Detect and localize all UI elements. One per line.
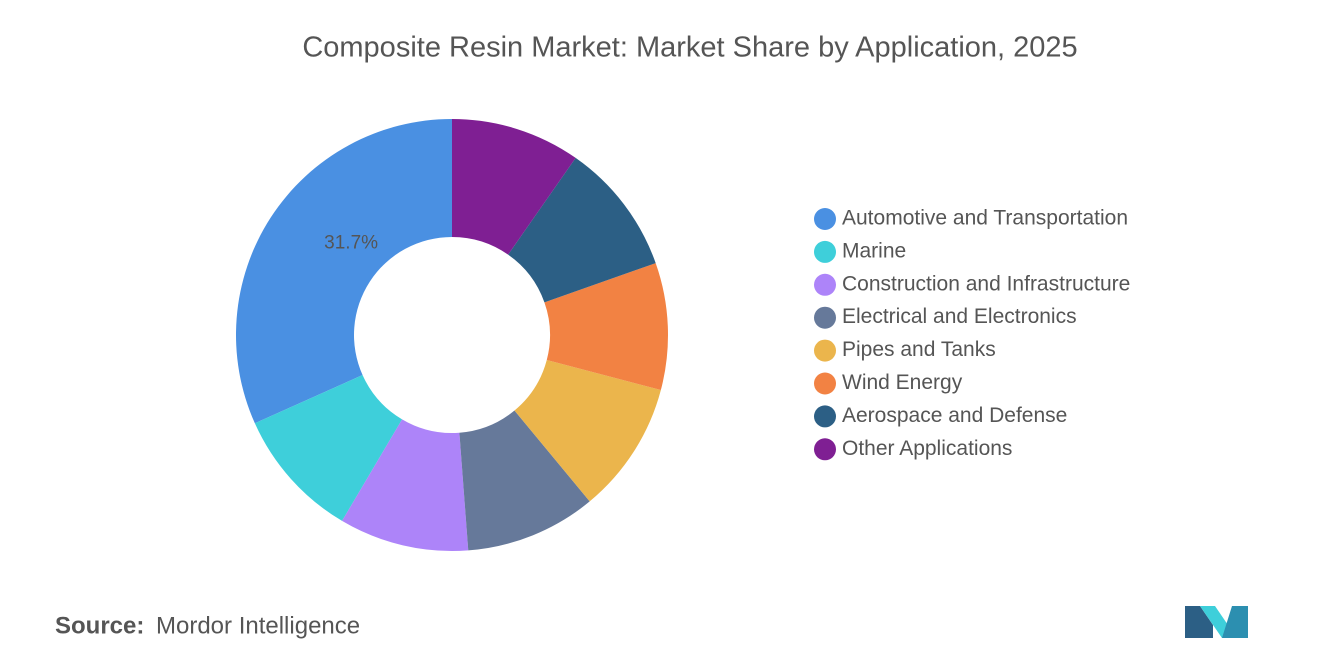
legend-swatch: [814, 306, 836, 329]
donut-slice: [235, 119, 452, 424]
legend-swatch: [814, 339, 836, 362]
legend-swatch: [814, 372, 836, 395]
legend-label: Electrical and Electronics: [842, 305, 1077, 328]
legend-label: Wind Energy: [842, 371, 963, 394]
donut-slice: [452, 119, 576, 255]
logo: [1185, 606, 1248, 638]
source-label: Source:: [55, 612, 144, 639]
legend-swatch: [814, 438, 836, 461]
legend-swatch: [814, 405, 836, 428]
legend-label: Marine: [842, 239, 906, 262]
legend-label: Pipes and Tanks: [842, 338, 996, 361]
legend-swatch: [814, 208, 836, 230]
legend-label: Construction and Infrastructure: [842, 272, 1130, 295]
donut-slice: [514, 359, 661, 502]
source-text: Mordor Intelligence: [156, 612, 360, 639]
donut-slice: [254, 375, 403, 521]
donut-slice: [508, 157, 656, 303]
legend-label: Aerospace and Defense: [842, 404, 1067, 427]
donut-slice: [342, 419, 469, 551]
legend-swatch: [814, 240, 836, 263]
legend-label: Automotive and Transportation: [842, 207, 1128, 230]
donut-slice: [544, 263, 668, 391]
legend-swatch: [814, 273, 836, 296]
chart-title: Composite Resin Market: Market Share by …: [302, 32, 1077, 64]
value-label: 31.7%: [324, 232, 378, 253]
donut-slice: [459, 410, 590, 551]
legend-label: Other Applications: [842, 437, 1012, 460]
